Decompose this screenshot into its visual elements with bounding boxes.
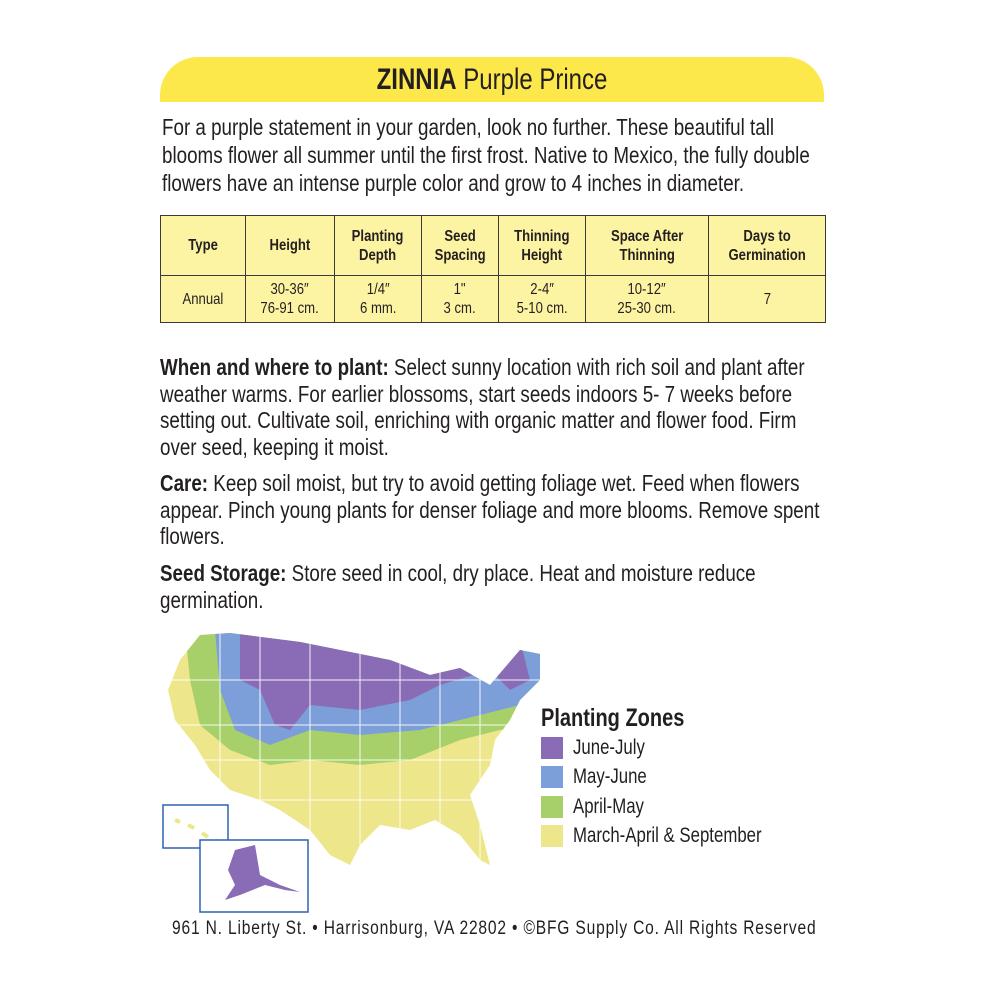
header-cell: Space After Thinning (610, 227, 684, 264)
footer-address: 961 N. Liberty St. • Harrisonburg, VA 22… (172, 918, 817, 939)
header-cell: Planting Depth (352, 227, 404, 264)
table-row: Annual 30-36″ 76-91 cm. 1/4″ 6 mm. 1" 3 cm.… (160, 275, 826, 323)
legend-swatch (541, 795, 563, 818)
header-cell: Seed Spacing (434, 227, 486, 264)
table-cell: 2-4″ 5-10 cm. (516, 281, 568, 317)
legend: Planting Zones June-July May-June April-… (541, 704, 809, 851)
header-cell: Type (188, 237, 218, 254)
legend-item: June-July (541, 733, 809, 763)
table-cell: 1/4″ 6 mm. (359, 281, 397, 317)
legend-swatch (541, 825, 563, 848)
header-cell: Thinning Height (514, 227, 570, 264)
intro-text: For a purple statement in your garden, l… (162, 114, 810, 196)
alaska-shape (225, 845, 300, 900)
legend-item: March-April & September (541, 822, 809, 852)
table-header-row: Type Height Planting Depth Seed Spacing Th… (160, 215, 826, 276)
planting-zone-map (162, 633, 540, 913)
legend-swatch (541, 736, 563, 759)
product-title: ZINNIA Purple Prince (376, 63, 608, 96)
care-section: Care: Keep soil moist, but try to avoid … (160, 470, 820, 549)
title-bar: ZINNIA Purple Prince (160, 57, 824, 102)
table-cell: 1" 3 cm. (443, 281, 477, 317)
header-cell: Height (269, 237, 311, 254)
when-where-section: When and where to plant: Select sunny lo… (160, 354, 805, 460)
planting-table: Type Height Planting Depth Seed Spacing Th… (160, 215, 826, 323)
legend-item: May-June (541, 763, 809, 793)
header-cell: Days to Germination (728, 227, 806, 264)
table-cell: Annual (182, 290, 224, 308)
legend-item: April-May (541, 792, 809, 822)
seed-storage-section: Seed Storage: Store seed in cool, dry pl… (160, 560, 756, 613)
hawaii-shape (174, 818, 223, 847)
legend-title: Planting Zones (541, 704, 685, 732)
table-cell: 10-12″ 25-30 cm. (617, 281, 677, 317)
table-cell: 30-36″ 76-91 cm. (260, 281, 320, 317)
legend-swatch (541, 766, 563, 789)
table-cell: 7 (763, 290, 771, 308)
